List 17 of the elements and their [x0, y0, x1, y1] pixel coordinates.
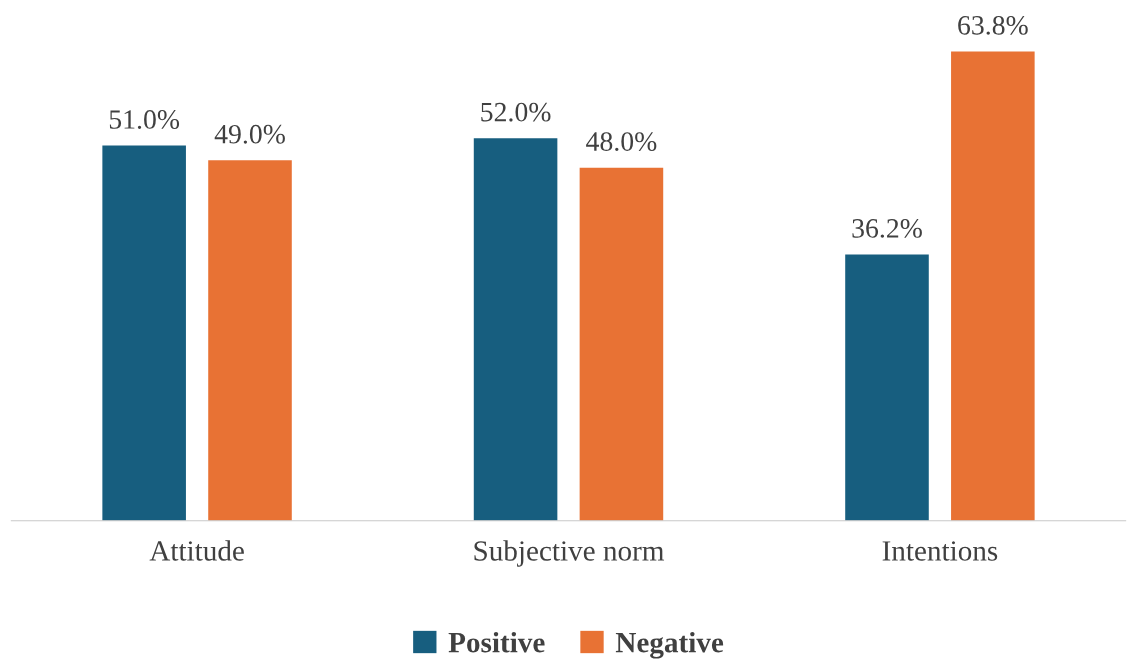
legend-label: Negative	[615, 631, 724, 659]
x-tick-label: Intentions	[882, 541, 998, 561]
data-label: 51.0%	[109, 110, 180, 129]
data-label: 49.0%	[214, 124, 285, 144]
bar	[102, 145, 186, 521]
x-tick-label: Subjective norm	[474, 540, 665, 567]
bar	[208, 160, 292, 521]
bar	[951, 51, 1035, 521]
data-label: 63.8%	[958, 15, 1028, 35]
legend-label: Positive	[448, 631, 545, 653]
x-tick-label: Attitude	[149, 540, 244, 561]
bar	[473, 138, 558, 521]
data-label: 48.0%	[586, 132, 657, 152]
data-label: 36.2%	[852, 218, 922, 238]
bar	[579, 167, 664, 521]
data-label: 52.0%	[481, 102, 551, 122]
bar	[845, 254, 929, 521]
